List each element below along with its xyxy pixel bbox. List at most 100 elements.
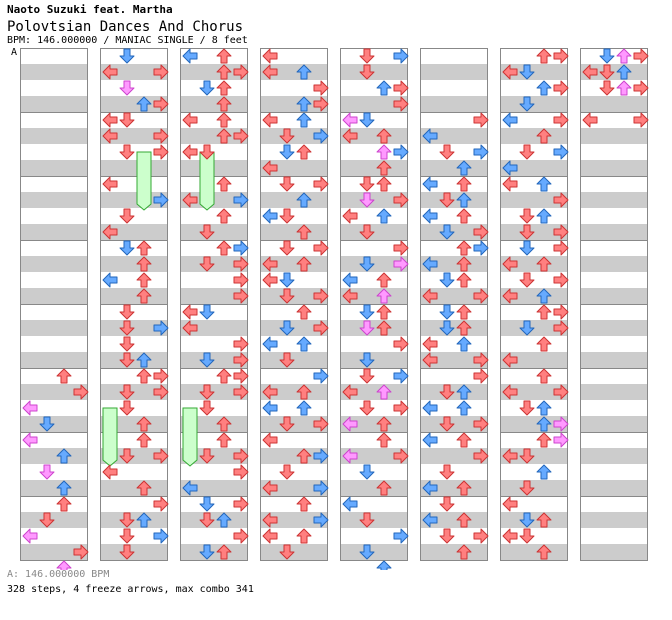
left-arrow-icon [422, 432, 438, 448]
beat-band [420, 64, 488, 80]
down-arrow-icon [199, 80, 215, 96]
beat-band [20, 160, 88, 176]
down-arrow-icon [359, 320, 375, 336]
left-arrow-icon [422, 480, 438, 496]
up-arrow-icon [216, 64, 232, 80]
left-arrow-icon [582, 64, 598, 80]
down-arrow-icon [439, 304, 455, 320]
down-arrow-icon [119, 48, 135, 64]
up-arrow-icon [456, 544, 472, 560]
up-arrow-icon [616, 48, 632, 64]
down-arrow-icon [119, 304, 135, 320]
beat-band [580, 320, 648, 336]
down-arrow-icon [119, 112, 135, 128]
up-arrow-icon [456, 512, 472, 528]
beat-band [340, 96, 408, 112]
up-arrow-icon [216, 368, 232, 384]
down-arrow-icon [519, 512, 535, 528]
right-arrow-icon [233, 352, 249, 368]
up-arrow-icon [136, 256, 152, 272]
left-arrow-icon [22, 400, 38, 416]
down-arrow-icon [599, 48, 615, 64]
down-arrow-icon [279, 128, 295, 144]
down-arrow-icon [119, 544, 135, 560]
right-arrow-icon [393, 80, 409, 96]
beat-band [20, 64, 88, 80]
down-arrow-icon [519, 224, 535, 240]
down-arrow-icon [599, 64, 615, 80]
up-arrow-icon [216, 432, 232, 448]
up-arrow-icon [456, 304, 472, 320]
right-arrow-icon [473, 368, 489, 384]
freeze-arrow [199, 151, 215, 211]
right-arrow-icon [153, 368, 169, 384]
up-arrow-icon [296, 224, 312, 240]
down-arrow-icon [199, 400, 215, 416]
beat-band [260, 64, 328, 80]
down-arrow-icon [199, 512, 215, 528]
up-arrow-icon [536, 432, 552, 448]
left-arrow-icon [502, 528, 518, 544]
up-arrow-icon [376, 288, 392, 304]
down-arrow-icon [119, 80, 135, 96]
left-arrow-icon [422, 400, 438, 416]
column-border [500, 48, 568, 561]
bpm-marker-label: A [11, 47, 18, 58]
left-arrow-icon [502, 288, 518, 304]
right-arrow-icon [233, 528, 249, 544]
left-arrow-icon [422, 512, 438, 528]
up-arrow-icon [456, 336, 472, 352]
beat-band [260, 224, 328, 240]
right-arrow-icon [633, 80, 649, 96]
beat-band [20, 288, 88, 304]
right-arrow-icon [313, 512, 329, 528]
left-arrow-icon [502, 448, 518, 464]
up-arrow-icon [216, 416, 232, 432]
beat-band [100, 288, 168, 304]
up-arrow-icon [376, 416, 392, 432]
freeze-arrow [136, 151, 152, 211]
beat-band [500, 192, 568, 208]
down-arrow-icon [359, 512, 375, 528]
right-arrow-icon [313, 176, 329, 192]
down-arrow-icon [279, 176, 295, 192]
beat-band [580, 544, 648, 560]
left-arrow-icon [422, 256, 438, 272]
artist-name: Naoto Suzuki feat. Martha [7, 3, 173, 16]
up-arrow-icon [376, 208, 392, 224]
right-arrow-icon [553, 112, 569, 128]
right-arrow-icon [553, 416, 569, 432]
right-arrow-icon [473, 240, 489, 256]
up-arrow-icon [616, 64, 632, 80]
left-arrow-icon [182, 320, 198, 336]
down-arrow-icon [439, 496, 455, 512]
left-arrow-icon [262, 160, 278, 176]
up-arrow-icon [376, 160, 392, 176]
left-arrow-icon [102, 128, 118, 144]
down-arrow-icon [199, 256, 215, 272]
down-arrow-icon [439, 272, 455, 288]
beat-band [420, 128, 488, 144]
down-arrow-icon [39, 512, 55, 528]
right-arrow-icon [153, 128, 169, 144]
down-arrow-icon [359, 368, 375, 384]
beat-band [100, 64, 168, 80]
beat-band [100, 256, 168, 272]
up-arrow-icon [296, 192, 312, 208]
down-arrow-icon [359, 304, 375, 320]
right-arrow-icon [233, 272, 249, 288]
right-arrow-icon [313, 368, 329, 384]
beat-band [420, 256, 488, 272]
down-arrow-icon [519, 96, 535, 112]
up-arrow-icon [136, 96, 152, 112]
left-arrow-icon [342, 272, 358, 288]
right-arrow-icon [153, 64, 169, 80]
right-arrow-icon [313, 288, 329, 304]
down-arrow-icon [439, 144, 455, 160]
left-arrow-icon [182, 48, 198, 64]
beat-band [580, 288, 648, 304]
right-arrow-icon [393, 400, 409, 416]
step-column [20, 48, 88, 561]
down-arrow-icon [279, 272, 295, 288]
down-arrow-icon [199, 304, 215, 320]
